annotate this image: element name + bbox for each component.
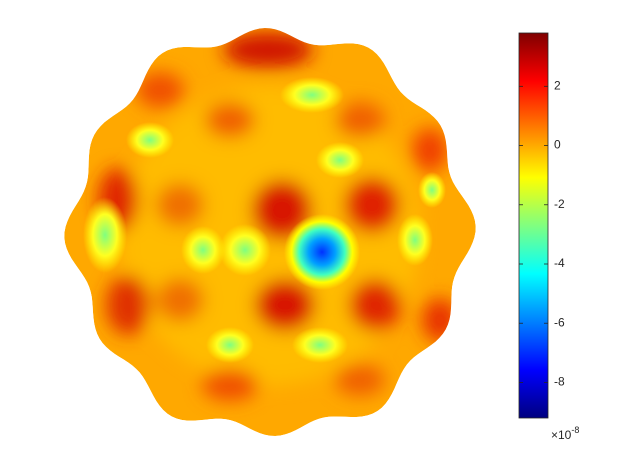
colorbar-tick-label: 0 xyxy=(554,138,561,152)
colorbar-tick-label: 2 xyxy=(554,78,561,92)
surface xyxy=(64,28,476,436)
colorbar-tick-label: -8 xyxy=(554,375,565,389)
colorbar-gradient xyxy=(518,32,549,419)
surface-low-spots xyxy=(83,77,446,363)
exponent-power: -8 xyxy=(571,425,579,435)
exponent-base: ×10 xyxy=(551,428,572,442)
colorbar: ×10-8 20-2-4-6-8 xyxy=(518,32,579,442)
colorbar-tick-label: -6 xyxy=(554,315,565,329)
colorbar-exponent: ×10-8 xyxy=(551,425,579,442)
colorbar-tick-label: -4 xyxy=(554,256,565,270)
colorbar-tick-label: -2 xyxy=(554,197,565,211)
